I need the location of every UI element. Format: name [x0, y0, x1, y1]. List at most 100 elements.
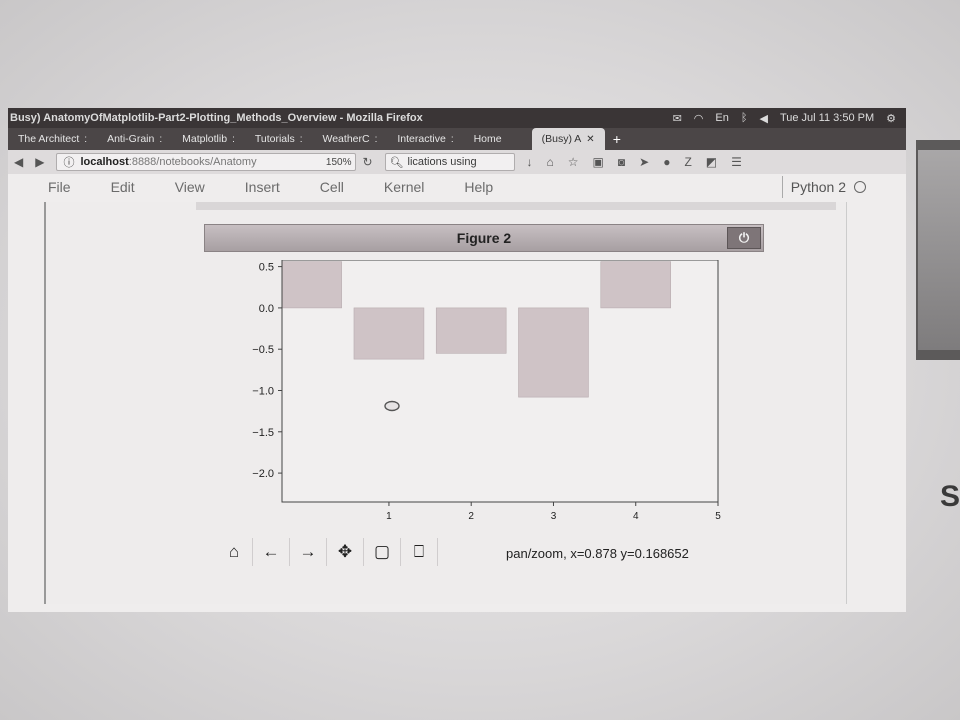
bar: [600, 261, 671, 309]
tab-5[interactable]: Interactive:: [387, 128, 463, 150]
volume-icon[interactable]: ◀: [759, 112, 768, 125]
close-tab-icon[interactable]: :: [159, 133, 163, 145]
pan-button[interactable]: ✥: [327, 538, 364, 566]
url-bar[interactable]: ⓘ localhost:8888/notebooks/Anatomy 150%: [56, 153, 357, 171]
close-tab-icon[interactable]: :: [232, 133, 235, 145]
tab-active[interactable]: (Busy) A ✕: [531, 128, 605, 150]
tab-3[interactable]: Tutorials:: [245, 128, 313, 150]
x-tick-label: 1: [386, 511, 392, 522]
wifi-icon[interactable]: ◠: [693, 112, 704, 125]
menu-cell[interactable]: Cell: [319, 179, 344, 195]
url-path: :8888/notebooks/Anatomy: [128, 156, 257, 168]
kernel-name: Python 2: [790, 179, 846, 195]
kernel-indicator: Python 2: [781, 176, 866, 198]
info-icon[interactable]: ⓘ: [63, 157, 75, 169]
power-icon: ⏻: [738, 230, 750, 245]
language-indicator[interactable]: En: [715, 112, 729, 124]
x-tick-label: 2: [468, 511, 474, 522]
new-tab-button[interactable]: +: [612, 131, 621, 147]
menu-kernel[interactable]: Kernel: [383, 179, 425, 195]
close-tab-icon[interactable]: :: [450, 133, 454, 145]
tab-label: (Busy) A: [541, 133, 582, 145]
tab-1[interactable]: Anti-Grain:: [97, 128, 172, 150]
tab-6[interactable]: Home: [464, 128, 512, 150]
background-window-content: [918, 150, 960, 350]
addon-icon[interactable]: ◩: [705, 155, 718, 169]
hamburger-menu-icon[interactable]: ☰: [731, 155, 742, 169]
system-tray: ✉ ◠ En ᛒ ◀ Tue Jul 11 3:50 PM ⚙: [673, 112, 906, 125]
browser-tab-bar: The Architect: Anti-Grain: Matplotlib: T…: [8, 128, 906, 150]
tab-0[interactable]: The Architect:: [8, 128, 97, 150]
tab-2[interactable]: Matplotlib:: [172, 128, 245, 150]
menu-file[interactable]: File: [48, 179, 71, 195]
save-button[interactable]: ⎕: [401, 538, 438, 566]
nav-toolbar-icons: ↓ ⌂ ☆ ▣ ◙ ➤ ● Z ◩ ☰: [527, 155, 742, 169]
forward-icon: →: [299, 542, 317, 561]
menu-view[interactable]: View: [174, 179, 205, 195]
bar: [353, 307, 425, 360]
tab-label: The Architect: [18, 133, 80, 145]
download-icon[interactable]: ↓: [526, 155, 533, 169]
y-tick-label: −1.0: [252, 385, 274, 397]
jupyter-page: File Edit View Insert Cell Kernel Help P…: [8, 174, 906, 612]
home-button[interactable]: ⌂: [216, 538, 253, 566]
x-tick-label: 5: [715, 511, 721, 522]
bluetooth-icon[interactable]: ᛒ: [740, 112, 748, 124]
send-icon[interactable]: ➤: [639, 155, 650, 169]
notebook-cell-area: Figure 2 ⏻ 0.5 0.0 −0.5 −1.0 −1.5 −2.0 1 2 3 4 5 ⌂…: [44, 202, 847, 604]
close-tab-icon[interactable]: :: [299, 133, 303, 145]
power-menu-icon[interactable]: ⚙: [886, 112, 896, 125]
bar-chart[interactable]: 0.5 0.0 −0.5 −1.0 −1.5 −2.0 1 2 3 4 5: [206, 260, 726, 540]
back-icon: ←: [262, 542, 280, 561]
tab-label: Tutorials: [254, 133, 295, 145]
menu-help[interactable]: Help: [464, 179, 494, 195]
pocket-icon[interactable]: ◙: [617, 155, 626, 169]
background-window: [916, 140, 960, 360]
close-tab-icon[interactable]: :: [374, 133, 378, 145]
tab-label: WeatherC: [322, 133, 370, 145]
menu-edit[interactable]: Edit: [110, 179, 135, 195]
tab-4[interactable]: WeatherC:: [313, 128, 388, 150]
system-top-bar: Busy) AnatomyOfMatplotlib-Part2-Plotting…: [8, 108, 906, 128]
y-tick-label: 0.0: [259, 303, 274, 315]
figure-titlebar: Figure 2 ⏻: [204, 224, 764, 252]
bookmark-star-icon[interactable]: ☆: [567, 155, 579, 169]
close-tab-icon[interactable]: ✕: [586, 133, 595, 145]
y-tick-label: 0.5: [259, 262, 274, 274]
clock[interactable]: Tue Jul 11 3:50 PM: [779, 112, 875, 124]
y-tick-label: −2.0: [252, 468, 274, 480]
close-figure-button[interactable]: ⏻: [727, 227, 761, 249]
figure-status-text: pan/zoom, x=0.878 y=0.168652: [506, 546, 689, 561]
background-text: S: [940, 480, 960, 513]
back-nav-icon[interactable]: ◀: [14, 155, 24, 169]
mouse-cursor-icon: [384, 400, 400, 412]
search-value: lications using: [407, 156, 477, 168]
forward-button[interactable]: →: [290, 538, 327, 566]
menu-insert[interactable]: Insert: [244, 179, 280, 195]
desktop-screen: Busy) AnatomyOfMatplotlib-Part2-Plotting…: [8, 108, 906, 612]
home-icon: ⌂: [228, 542, 240, 561]
home-nav-icon[interactable]: ⌂: [546, 155, 554, 169]
axes-frame: [281, 260, 719, 503]
y-tick-label: −1.5: [252, 427, 274, 439]
library-icon[interactable]: ▣: [592, 155, 604, 169]
kernel-status-icon: [854, 181, 866, 193]
zotero-icon[interactable]: Z: [684, 155, 692, 169]
save-icon: ⎕: [413, 542, 425, 561]
x-tick-label: 3: [551, 511, 557, 522]
zoom-button[interactable]: ▢: [364, 538, 401, 566]
zoom-rect-icon: ▢: [373, 542, 391, 561]
back-button[interactable]: ←: [253, 538, 290, 566]
bar: [435, 307, 507, 354]
search-input[interactable]: 🔍︎ lications using: [384, 153, 515, 171]
tab-label: Anti-Grain: [107, 133, 155, 145]
reload-icon[interactable]: ↻: [362, 155, 373, 169]
figure-toolbar: ⌂ ← → ✥ ▢ ⎕: [216, 538, 438, 566]
tab-label: Matplotlib: [182, 133, 228, 145]
extension-icon[interactable]: ●: [663, 155, 671, 169]
jupyter-menubar: File Edit View Insert Cell Kernel Help P…: [8, 174, 906, 200]
close-tab-icon[interactable]: :: [84, 133, 88, 145]
mail-icon[interactable]: ✉: [672, 112, 682, 125]
forward-nav-icon[interactable]: ▶: [35, 155, 45, 169]
zoom-level[interactable]: 150%: [325, 156, 352, 168]
